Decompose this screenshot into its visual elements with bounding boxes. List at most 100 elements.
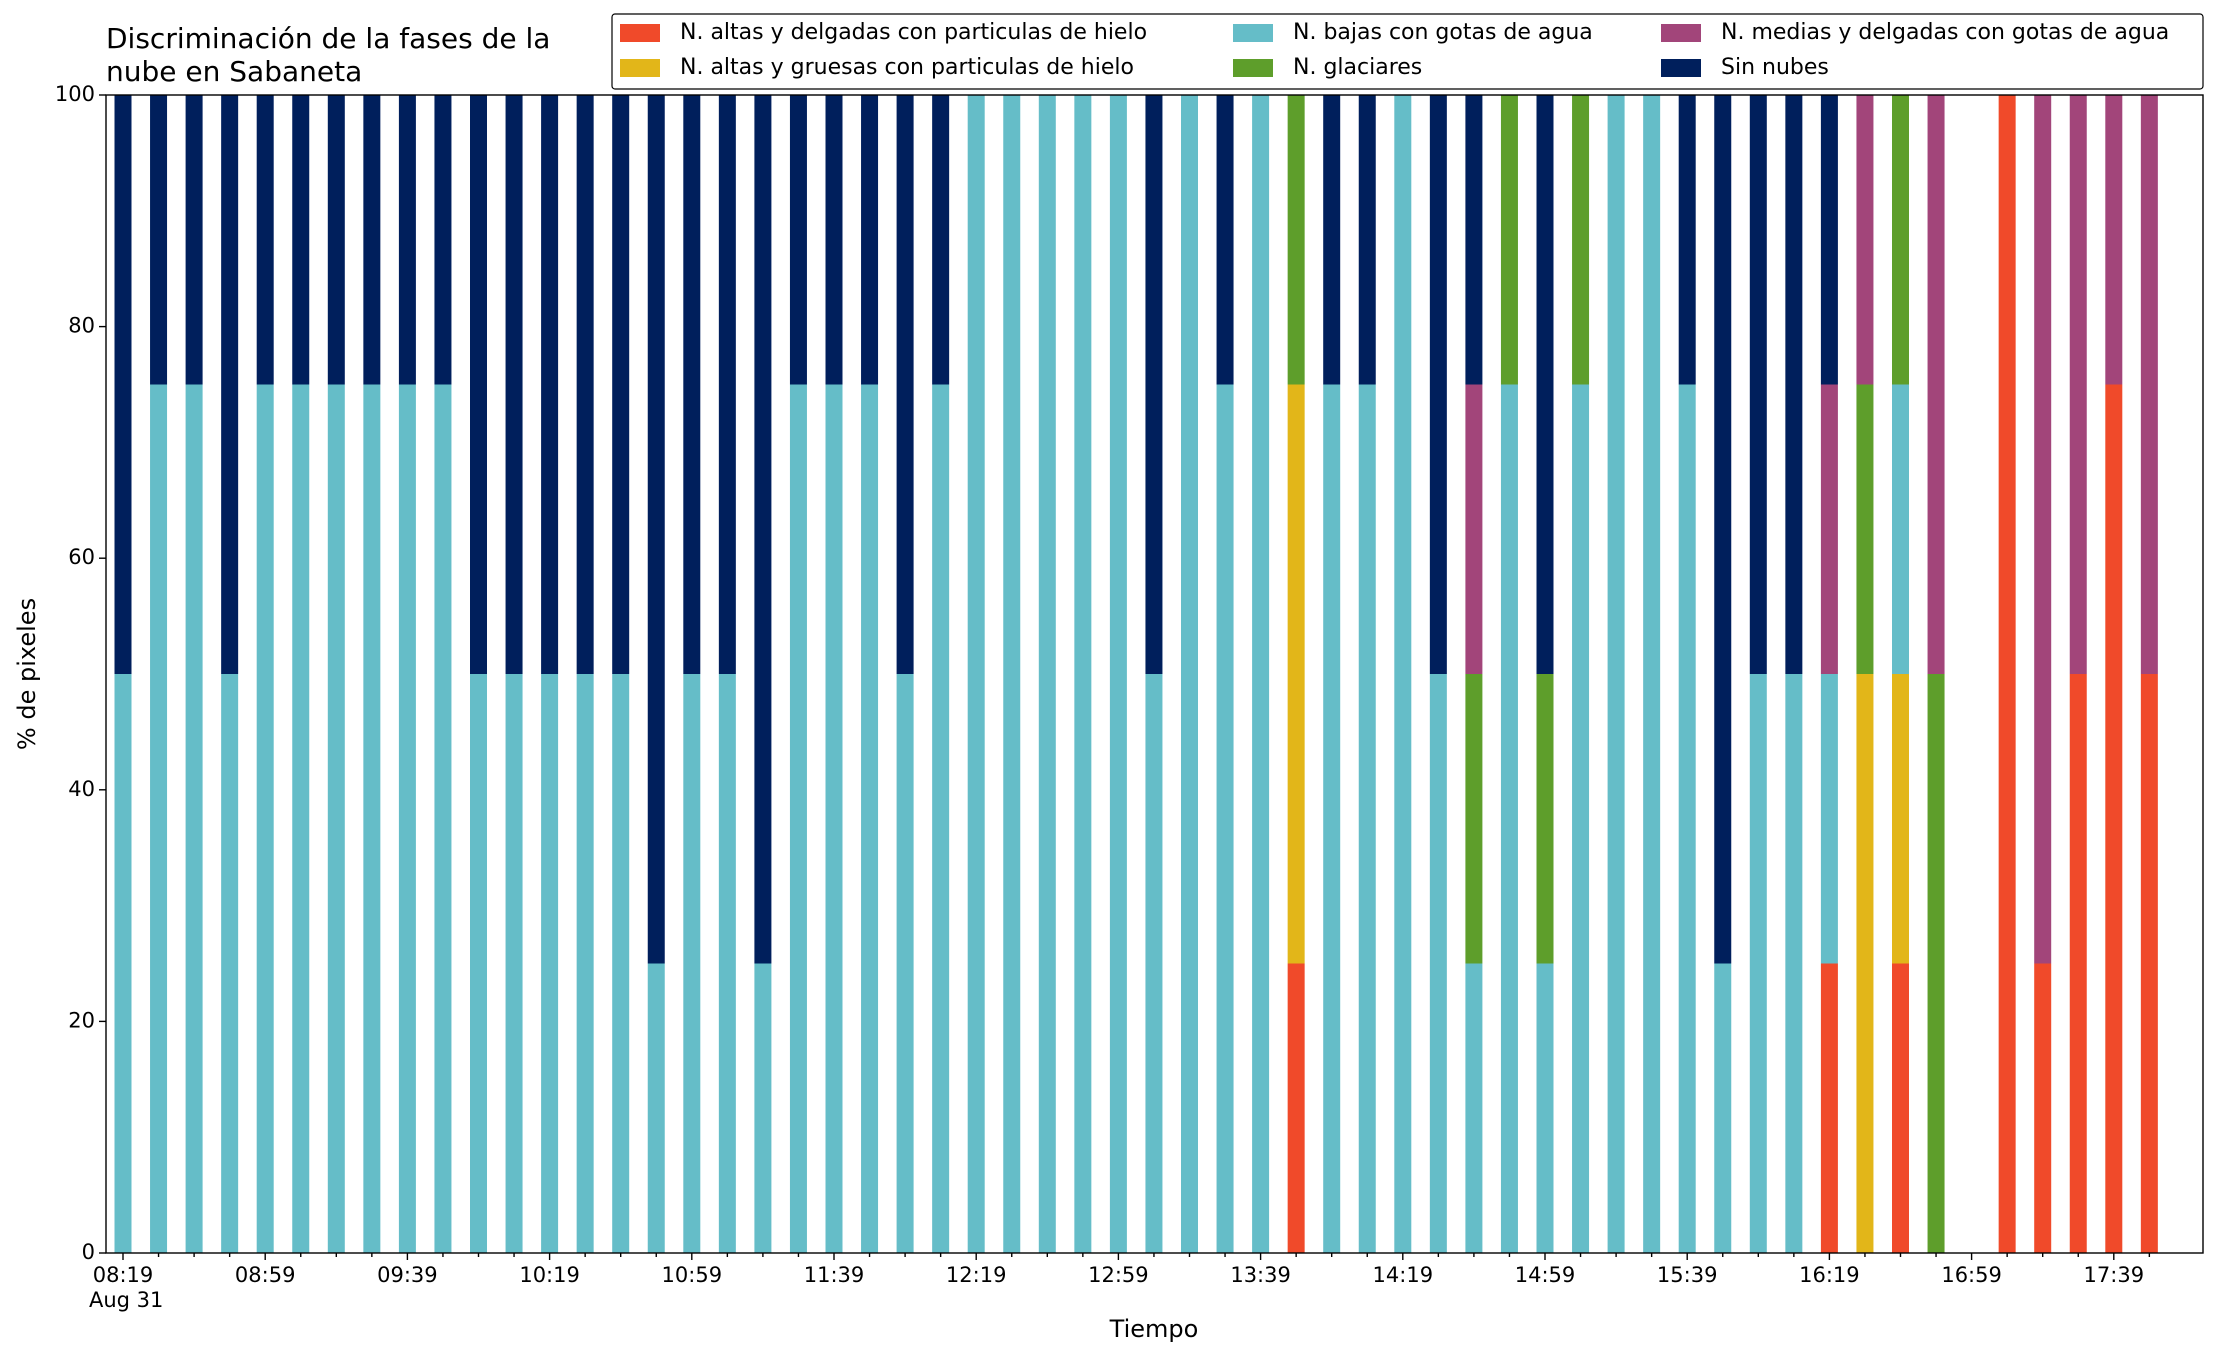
- bar-segment: [1856, 95, 1874, 385]
- bar-segment: [789, 95, 807, 385]
- bar-segment: [683, 95, 701, 674]
- bar-segment: [1749, 95, 1767, 674]
- bar-segment: [327, 95, 345, 385]
- bar-segment: [1892, 674, 1909, 964]
- bar-segment: [718, 95, 736, 674]
- bar-segment: [825, 384, 843, 1253]
- bar-segment: [1714, 963, 1732, 1253]
- bar-segment: [541, 674, 559, 1253]
- bar-segment: [398, 95, 416, 385]
- bar-segment: [327, 384, 345, 1253]
- bar-segment: [150, 95, 168, 385]
- bar-segment: [967, 95, 985, 1253]
- legend-swatch: [1661, 59, 1701, 77]
- chart-title: Discriminación de la fases de la: [106, 22, 550, 55]
- bar-segment: [754, 963, 772, 1253]
- bar-segment: [1216, 95, 1234, 385]
- x-tick-label: 13:39: [1230, 1263, 1291, 1287]
- bar-segment: [185, 384, 203, 1253]
- bar-segment: [1785, 674, 1803, 1253]
- bar-segment: [647, 963, 665, 1253]
- x-tick-label: 14:19: [1373, 1263, 1434, 1287]
- bar-segment: [1892, 963, 1909, 1253]
- bar-segment: [576, 95, 594, 674]
- bar-segment: [1572, 384, 1590, 1253]
- bar-segment: [2069, 95, 2087, 674]
- x-tick-label: 09:39: [377, 1263, 438, 1287]
- bar-segment: [1287, 384, 1305, 964]
- x-tick-label: 15:39: [1657, 1263, 1718, 1287]
- bar-segment: [825, 95, 843, 385]
- bar-segment: [470, 674, 487, 1253]
- bar-segment: [1109, 95, 1127, 1253]
- bar-segment: [1252, 95, 1270, 1253]
- bar-segment: [2034, 95, 2052, 964]
- bar-segment: [434, 384, 452, 1253]
- bar-segment: [1038, 95, 1056, 1253]
- legend-label: N. bajas con gotas de agua: [1293, 20, 1593, 45]
- bar-segment: [1572, 95, 1590, 385]
- legend-box: [611, 13, 2204, 90]
- x-tick-label: 17:39: [2084, 1263, 2145, 1287]
- bar-segment: [789, 384, 807, 1253]
- x-date-label: Aug 31: [89, 1288, 163, 1312]
- bar-segment: [114, 95, 132, 674]
- bar-segment: [1536, 674, 1554, 964]
- bar-segment: [363, 384, 381, 1253]
- bar-segment: [861, 95, 879, 385]
- x-tick-label: 16:19: [1799, 1263, 1860, 1287]
- bar-segment: [2069, 674, 2087, 1253]
- bar-segment: [1216, 384, 1234, 1253]
- bar-segment: [1927, 95, 1945, 674]
- bar-segment: [1465, 384, 1483, 674]
- bar-segment: [1892, 95, 1909, 385]
- x-tick-label: 10:59: [662, 1263, 723, 1287]
- legend-label: Sin nubes: [1721, 55, 1829, 80]
- bar-segment: [1820, 384, 1838, 674]
- legend-label: N. altas y gruesas con particulas de hie…: [680, 55, 1134, 80]
- legend-label: N. medias y delgadas con gotas de agua: [1721, 20, 2169, 45]
- bar-segment: [1145, 674, 1163, 1253]
- x-tick-label: 16:59: [1941, 1263, 2002, 1287]
- bar-segment: [1856, 384, 1874, 674]
- y-tick-label: 100: [55, 82, 95, 106]
- bar-segment: [1678, 95, 1696, 385]
- legend-label: N. altas y delgadas con particulas de hi…: [680, 20, 1147, 45]
- y-tick-label: 60: [68, 545, 95, 569]
- bar-segment: [1820, 963, 1838, 1253]
- legend-swatch: [1233, 24, 1273, 42]
- bar-segment: [1500, 95, 1518, 385]
- bar-segment: [221, 674, 239, 1253]
- y-tick-label: 0: [82, 1240, 95, 1264]
- bar-segment: [754, 95, 772, 964]
- bar-segment: [398, 384, 416, 1253]
- legend-swatch: [1661, 24, 1701, 42]
- y-tick-label: 80: [68, 314, 95, 338]
- bar-segment: [1323, 384, 1341, 1253]
- legend-swatch: [620, 24, 660, 42]
- bar-segment: [861, 384, 879, 1253]
- bar-segment: [1465, 95, 1483, 385]
- bar-segment: [1465, 963, 1483, 1253]
- bar-segment: [576, 674, 594, 1253]
- bar-segment: [1820, 95, 1838, 385]
- bar-segment: [1500, 384, 1518, 1253]
- bar-segment: [932, 95, 950, 385]
- x-tick-label: 10:19: [519, 1263, 580, 1287]
- bar-segment: [896, 95, 914, 674]
- bar-segment: [1536, 95, 1554, 674]
- bar-segment: [896, 674, 914, 1253]
- bar-segment: [683, 674, 701, 1253]
- bar-segment: [1074, 95, 1092, 1253]
- bar-segment: [612, 95, 630, 674]
- y-tick-label: 20: [68, 1008, 95, 1032]
- bar-segment: [1145, 95, 1163, 674]
- bar-segment: [1181, 95, 1198, 1253]
- chart-title: nube en Sabaneta: [106, 55, 362, 88]
- bar-segment: [1820, 674, 1838, 964]
- x-tick-label: 12:59: [1088, 1263, 1149, 1287]
- bar-segment: [150, 384, 168, 1253]
- bar-segment: [363, 95, 381, 385]
- bar-segment: [1394, 95, 1412, 1253]
- bar-segment: [470, 95, 487, 674]
